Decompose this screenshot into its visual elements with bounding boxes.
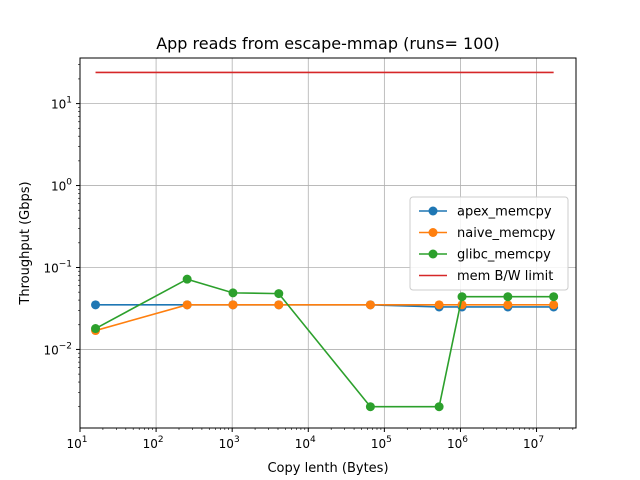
series-line-naive-memcpy — [95, 304, 554, 332]
series-layer — [91, 71, 559, 412]
data-point-naive-memcpy — [503, 300, 513, 310]
legend-marker — [428, 228, 438, 237]
data-point-naive-memcpy — [549, 300, 559, 310]
data-point-glibc-memcpy — [503, 292, 513, 302]
x-tick-label: 103 — [219, 435, 240, 451]
data-point-naive-memcpy — [434, 300, 444, 310]
data-point-glibc-memcpy — [182, 274, 192, 284]
series-line-glibc-memcpy — [95, 278, 554, 408]
data-point-naive-memcpy — [365, 300, 375, 310]
legend-item: apex_memcpy — [419, 205, 552, 220]
legend-item: glibc_memcpy — [419, 248, 551, 263]
y-tick-label: 10−1 — [43, 259, 72, 275]
data-point-apex-memcpy — [91, 300, 101, 310]
data-point-naive-memcpy — [182, 300, 192, 310]
legend-box — [409, 196, 569, 291]
legend-label: naive_memcpy — [457, 226, 556, 241]
legend-item: naive_memcpy — [419, 226, 556, 241]
data-point-glibc-memcpy — [434, 402, 444, 412]
legend-marker — [428, 206, 438, 216]
y-tick-label: 100 — [51, 178, 72, 194]
data-point-glibc-memcpy — [549, 292, 559, 302]
chart-title: App reads from escape-mmap (runs= 100) — [156, 34, 500, 53]
x-axis-label: Copy lenth (Bytes) — [267, 461, 388, 476]
data-point-glibc-memcpy — [228, 288, 238, 298]
legend-item: mem B/W limit — [419, 269, 553, 284]
data-point-glibc-memcpy — [274, 289, 284, 299]
legend-label: apex_memcpy — [457, 205, 552, 220]
data-point-naive-memcpy — [274, 300, 284, 310]
x-tick-label: 105 — [371, 435, 392, 451]
x-tick-label: 107 — [523, 435, 544, 451]
data-point-glibc-memcpy — [365, 402, 375, 412]
y-axis: 10−2 10−1 100 101 — [43, 64, 80, 408]
series-apex-memcpy — [91, 300, 559, 312]
data-point-naive-memcpy — [228, 300, 238, 310]
legend-marker — [428, 249, 438, 259]
y-axis-label: Throughput (Gbps) — [18, 181, 33, 305]
x-tick-label: 102 — [143, 435, 164, 451]
x-axis: 101 102 103 104 105 106 107 — [66, 428, 574, 451]
legend-label: glibc_memcpy — [457, 248, 551, 263]
y-tick-label: 10−2 — [43, 341, 72, 357]
data-point-glibc-memcpy — [457, 292, 467, 302]
x-tick-label: 104 — [295, 435, 316, 451]
data-point-glibc-memcpy — [91, 324, 101, 334]
series-glibc-memcpy — [91, 274, 559, 412]
x-tick-label: 106 — [447, 435, 468, 451]
x-tick-label: 101 — [66, 435, 87, 451]
legend-label: mem B/W limit — [457, 269, 553, 284]
y-tick-label: 101 — [51, 96, 72, 112]
